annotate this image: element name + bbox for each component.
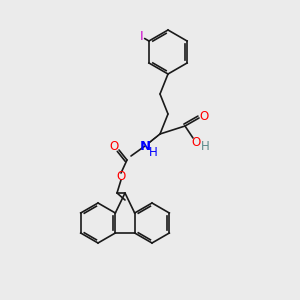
Text: N: N bbox=[140, 140, 151, 152]
Text: H: H bbox=[201, 140, 209, 152]
Text: O: O bbox=[200, 110, 208, 122]
Text: O: O bbox=[110, 140, 118, 152]
Text: O: O bbox=[191, 136, 201, 149]
Text: H: H bbox=[148, 146, 158, 158]
Polygon shape bbox=[148, 134, 160, 143]
Text: O: O bbox=[116, 170, 126, 184]
Text: I: I bbox=[140, 31, 144, 44]
